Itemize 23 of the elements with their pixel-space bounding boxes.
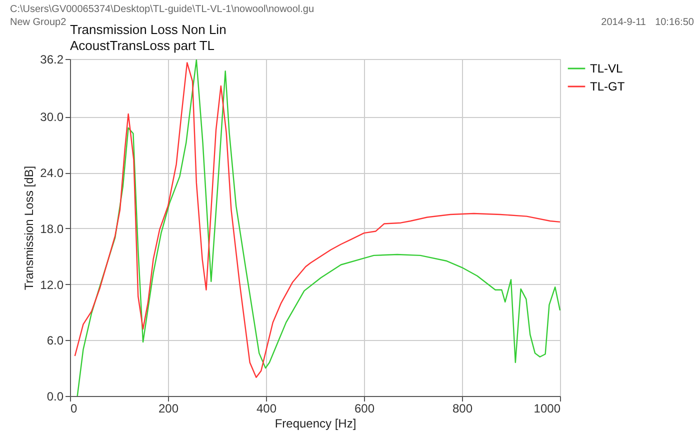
x-axis-title: Frequency [Hz] <box>274 416 356 430</box>
text: C:\Users\GV00065374\Desktop\TL-guide\TL-VL-1\nowool\nowool.gu <box>10 4 314 15</box>
legend-label: TL-GT <box>590 80 626 94</box>
y-tick-label: 18.0 <box>40 222 64 236</box>
x-tick-label: 200 <box>158 402 179 416</box>
y-tick-label: 6.0 <box>46 334 64 348</box>
x-tick-label: 800 <box>452 402 473 416</box>
chart-subtitle: AcoustTransLoss part TL <box>70 38 215 53</box>
x-tick-label: 400 <box>256 402 277 416</box>
x-tick-label: 0 <box>70 402 78 416</box>
text: New Group2 <box>10 17 67 28</box>
legend-label: TL-VL <box>590 62 624 76</box>
y-tick-label: 24.0 <box>40 166 64 180</box>
y-tick-label: 12.0 <box>40 278 64 292</box>
x-tick-label: 600 <box>354 402 375 416</box>
y-tick-label: 36.2 <box>40 52 64 66</box>
chart-title: Transmission Loss Non Lin <box>70 22 226 37</box>
text: 10:16:50 <box>655 17 694 28</box>
x-tick-label: 1000 <box>534 402 561 416</box>
text: 2014-9-11 <box>601 17 646 28</box>
y-axis-title: Transmission Loss [dB] <box>22 166 36 290</box>
y-tick-label: 0.0 <box>46 390 64 404</box>
y-tick-label: 30.0 <box>40 110 64 124</box>
